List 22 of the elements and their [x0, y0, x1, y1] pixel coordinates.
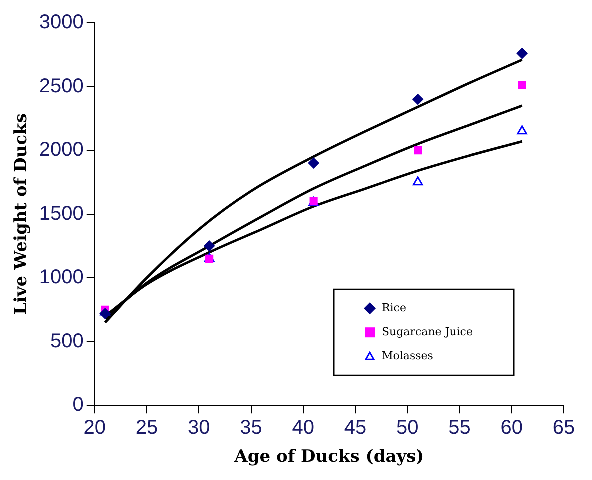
y-tick-label: 0: [72, 394, 84, 416]
y-tick-label: 2000: [39, 139, 84, 162]
x-tick-label: 55: [448, 417, 471, 440]
x-tick-label: 50: [396, 417, 419, 440]
x-tick-label: 35: [240, 417, 262, 440]
y-tick-label: 1500: [39, 202, 84, 225]
x-axis-title: Age of Ducks (days): [234, 447, 424, 468]
x-tick-label: 25: [136, 417, 158, 440]
x-tick-label: 40: [292, 417, 315, 440]
y-tick-label: 2500: [39, 75, 84, 98]
x-tick-label: 65: [552, 417, 576, 440]
x-tick-label: 60: [500, 417, 523, 440]
y-axis-title: Live Weight of Ducks: [12, 114, 32, 316]
x-tick-label: 30: [188, 417, 210, 440]
y-tick-label: 3000: [39, 12, 84, 34]
y-tick-label: 1000: [39, 266, 84, 289]
y-tick-label: 500: [50, 330, 84, 352]
legend-label: Sugarcane Juice: [382, 325, 473, 338]
x-tick-label: 20: [84, 417, 106, 440]
legend-label: Molasses: [382, 349, 434, 362]
legend-label: Rice: [382, 301, 406, 314]
x-tick-label: 45: [344, 417, 367, 440]
